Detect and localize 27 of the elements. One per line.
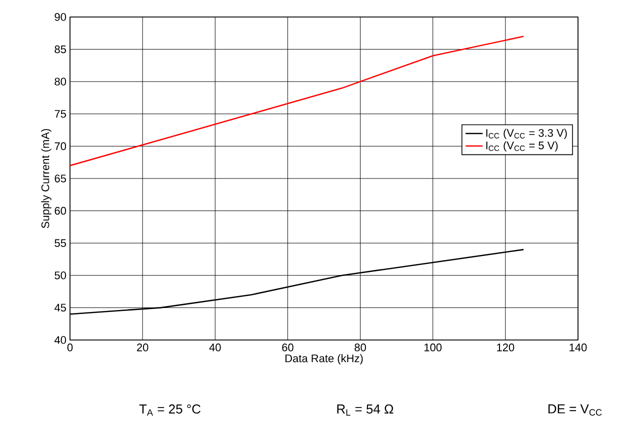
y-tick-label: 45	[54, 304, 66, 312]
y-tick-label: 75	[54, 110, 66, 118]
text: DE = V$_{CC}$	[548, 404, 602, 416]
y-tick-label: 60	[54, 206, 66, 215]
x-axis-title: Data Rate (kHz)	[285, 354, 363, 364]
x-tick-label: 0	[67, 344, 73, 352]
y-tick-label: 55	[54, 239, 66, 247]
line-series	[70, 36, 524, 166]
y-tick-label: 50	[54, 272, 66, 280]
text: R$_{L}$ = 54 Ω	[337, 404, 394, 416]
y-axis-title: Supply Current (mA)	[41, 129, 52, 228]
x-tick-label: 100	[424, 344, 442, 352]
text: T$_{A}$ = 25 °C	[139, 404, 200, 416]
legend-label: I$_{CC}$ (V$_{CC}$ = 5 V)	[486, 141, 558, 152]
x-tick-label: 40	[209, 344, 221, 352]
y-tick-label: 80	[54, 78, 66, 86]
x-tick-label: 20	[137, 344, 148, 352]
x-tick-label: 60	[282, 344, 294, 352]
y-tick-label: 40	[54, 336, 66, 344]
x-tick-label: 120	[497, 344, 514, 352]
y-tick-label: 85	[54, 45, 66, 54]
y-tick-label: 90	[54, 13, 66, 21]
x-tick-label: 140	[570, 344, 587, 352]
y-tick-label: 70	[54, 142, 66, 150]
y-tick-label: 65	[54, 174, 66, 182]
legend-label: I$_{CC}$ (V$_{CC}$ = 3.3 V)	[486, 128, 567, 140]
x-tick-label: 80	[354, 344, 366, 352]
